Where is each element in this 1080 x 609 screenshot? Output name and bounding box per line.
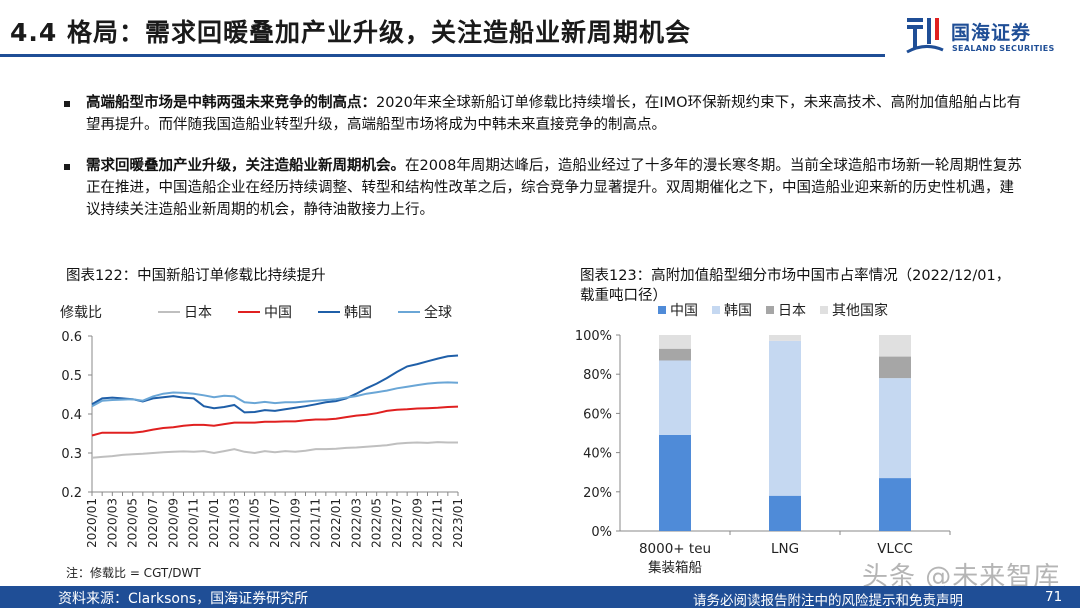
bar-segment-日本 <box>879 356 911 379</box>
bar-segment-韩国 <box>659 360 691 435</box>
bar-segment-中国 <box>659 434 691 531</box>
bullet-heading: 需求回暖叠加产业升级，关注造船业新周期机会。 <box>86 158 405 174</box>
x-tick-label: 2021/09 <box>288 498 302 548</box>
bar-segment-其他国家 <box>769 335 801 341</box>
logo-text-en: SEALAND SECURITIES <box>952 44 1055 53</box>
x-tick-label: 2022/07 <box>390 498 404 548</box>
bullet-text: 在2008年周期达峰后，造船业经过了十多年的漫长寒冬期。当前全球造船市场新一轮周… <box>86 158 1022 218</box>
bullet-marker <box>64 164 70 170</box>
x-tick-label: 2021/11 <box>309 498 323 548</box>
y-tick-label: 40% <box>583 447 612 462</box>
y-tick-label: 0.5 <box>61 369 82 384</box>
chart-123-title: 图表123：高附加值船型细分市场中国市占率情况（2022/12/01， <box>580 268 1011 284</box>
y-tick-label: 0.3 <box>61 447 82 462</box>
stacked-bar-chart-market-share: 0% 20% 40% 60% 80% 100% 8000+ teu 集装箱船 LNG VLCC 中国… <box>575 302 951 576</box>
bar-segment-其他国家 <box>879 335 911 357</box>
y-tick-label: 80% <box>583 368 612 383</box>
x-tick-label: 2020/09 <box>166 498 180 548</box>
series-line-韩国 <box>91 354 459 414</box>
legend-label: 韩国 <box>344 305 372 321</box>
y-tick-label: 0.4 <box>61 408 82 423</box>
logo-text-cn: 国海证券 <box>951 22 1032 44</box>
bar-segment-中国 <box>769 495 801 531</box>
x-category-label: 集装箱船 <box>648 560 702 576</box>
y-tick-label: 60% <box>583 407 612 422</box>
bullet-marker <box>64 101 70 107</box>
page-title: 4.4 格局：需求回暖叠加产业升级，关注造船业新周期机会 <box>10 18 691 47</box>
page-number: 71 <box>1045 589 1063 605</box>
chart-note: 注：修载比 = CGT/DWT <box>66 566 201 580</box>
bar-segment-日本 <box>659 348 691 361</box>
x-tick-label: 2020/07 <box>146 498 160 548</box>
legend-label: 全球 <box>424 304 452 321</box>
legend-swatch <box>766 306 774 314</box>
y-axis-label: 修载比 <box>60 305 102 321</box>
chart-122-title: 图表122：中国新船订单修载比持续提升 <box>66 268 326 284</box>
chart-123-title-line2: 载重吨口径） <box>580 288 667 304</box>
bar-segment-中国 <box>879 478 911 531</box>
x-tick-label: 2022/11 <box>431 498 445 548</box>
legend-label: 中国 <box>264 305 292 321</box>
x-tick-label: 2023/01 <box>451 498 465 548</box>
y-tick-label: 20% <box>583 486 612 501</box>
x-tick-label: 2020/03 <box>105 498 119 548</box>
legend-label: 韩国 <box>724 303 752 319</box>
x-tick-label: 2020/01 <box>85 498 99 548</box>
x-tick-label: 2022/03 <box>349 498 363 548</box>
series-line-日本 <box>91 441 458 459</box>
legend-swatch <box>820 306 828 314</box>
x-category-label: VLCC <box>877 541 913 557</box>
legend-label: 日本 <box>184 305 212 321</box>
legend-swatch <box>712 306 720 314</box>
y-tick-label: 0.6 <box>61 330 82 345</box>
footer-source: 资料来源：Clarksons，国海证券研究所 <box>58 591 309 607</box>
series-line-中国 <box>91 405 459 437</box>
bullet-paragraph-2: 需求回暖叠加产业升级，关注造船业新周期机会。在2008年周期达峰后，造船业经过了… <box>64 155 1026 221</box>
y-tick-label: 100% <box>575 329 612 344</box>
series-line-全球 <box>91 381 459 408</box>
y-tick-label: 0.2 <box>61 486 82 501</box>
x-tick-label: 2020/11 <box>187 498 201 548</box>
bullet-text: 2020年来全球新船订单修载比持续增长，在IMO环保新规约束下，未来高技术、高附… <box>86 95 1022 133</box>
bullet-heading: 高端船型市场是中韩两强未来竞争的制高点： <box>86 95 376 111</box>
legend-label: 中国 <box>670 303 698 319</box>
header-divider <box>0 54 885 57</box>
bar-segment-韩国 <box>769 340 801 496</box>
x-tick-label: 2021/07 <box>268 498 282 548</box>
y-tick-label: 0% <box>591 525 612 540</box>
legend-label: 日本 <box>778 303 806 319</box>
x-tick-label: 2022/05 <box>370 498 384 548</box>
company-logo: 国海证券 SEALAND SECURITIES <box>905 14 1065 58</box>
line-chart-refit-ratio: 修载比 0.2 0.3 0.4 0.5 0.6 2020/01 2020/03 2020/05 2… <box>60 304 465 548</box>
slide-header: 4.4 格局：需求回暖叠加产业升级，关注造船业新周期机会 国海证券 SEALAN… <box>0 0 1080 62</box>
slide-footer: 资料来源：Clarksons，国海证券研究所 请务必阅读报告附注中的风险提示和免… <box>0 586 1080 609</box>
x-tick-label: 2020/05 <box>126 498 140 548</box>
footer-disclaimer: 请务必阅读报告附注中的风险提示和免责声明 <box>693 593 963 609</box>
legend-label: 其他国家 <box>832 302 888 319</box>
x-tick-label: 2021/05 <box>248 498 262 548</box>
x-tick-label: 2021/03 <box>227 498 241 548</box>
sealand-logo-icon <box>906 18 944 54</box>
x-tick-label: 2022/01 <box>329 498 343 548</box>
x-tick-label: 2021/01 <box>207 498 221 548</box>
x-tick-label: 2022/09 <box>410 498 424 548</box>
bullet-paragraph-1: 高端船型市场是中韩两强未来竞争的制高点：2020年来全球新船订单修载比持续增长，… <box>64 92 1026 136</box>
legend-swatch <box>658 306 666 314</box>
x-category-label: LNG <box>771 541 799 557</box>
x-category-label: 8000+ teu <box>639 541 711 557</box>
bar-segment-韩国 <box>879 378 911 479</box>
bar-segment-其他国家 <box>659 335 691 349</box>
